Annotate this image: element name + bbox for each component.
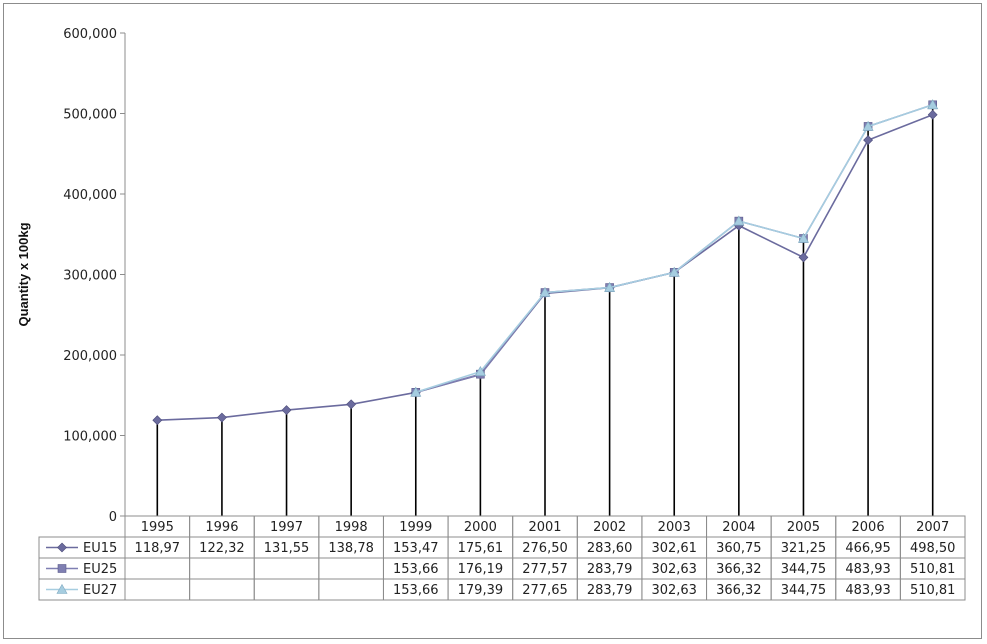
data-label: 277,65 — [522, 583, 568, 598]
y-tick-label: 0 — [109, 510, 117, 525]
data-label: 366,32 — [716, 562, 762, 577]
drop-lines — [156, 104, 934, 516]
data-point-eu27 — [862, 120, 874, 131]
table-value-cell — [189, 557, 255, 580]
data-point-eu15 — [152, 415, 163, 426]
data-label: 302,63 — [651, 583, 697, 598]
data-point-eu15 — [216, 412, 227, 423]
data-label: 179,39 — [458, 583, 504, 598]
legend-key-marker — [57, 564, 67, 573]
y-tick-label: 100,000 — [63, 430, 117, 445]
data-label: 344,75 — [781, 583, 827, 598]
series-lines — [152, 99, 939, 426]
data-label: 360,75 — [716, 541, 762, 556]
legend-key-marker — [57, 542, 67, 553]
x-category-label: 1996 — [205, 520, 238, 535]
data-label: 344,75 — [781, 562, 827, 577]
data-label: 466,95 — [845, 541, 891, 556]
data-label: 277,57 — [522, 562, 568, 577]
y-tick-label: 200,000 — [63, 349, 117, 364]
data-label: 283,79 — [587, 583, 633, 598]
data-label: 302,61 — [651, 541, 697, 556]
axes — [120, 32, 126, 517]
table-value-cell — [899, 578, 966, 601]
data-label: 283,79 — [587, 562, 633, 577]
table-value-cell — [253, 557, 320, 580]
legend-entry-eu25: EU25 — [83, 562, 117, 577]
data-point-eu27 — [927, 99, 939, 110]
y-tick-label: 400,000 — [63, 188, 117, 203]
data-label: 176,19 — [458, 562, 504, 577]
data-label: 510,81 — [910, 583, 956, 598]
data-label: 283,60 — [587, 541, 633, 556]
data-label: 131,55 — [264, 541, 310, 556]
x-category-label: 1999 — [399, 520, 432, 535]
y-tick-label: 300,000 — [63, 269, 117, 284]
x-category-label: 1997 — [270, 520, 303, 535]
y-tick-label: 600,000 — [63, 27, 117, 42]
legend-entry-eu27: EU27 — [83, 583, 117, 598]
table-value-cell — [318, 578, 384, 601]
data-label: 510,81 — [910, 562, 956, 577]
data-point-eu27 — [539, 286, 551, 297]
data-point-eu15 — [798, 252, 809, 263]
x-category-label: 2000 — [464, 520, 497, 535]
table-value-cell — [189, 578, 255, 601]
data-point-eu27 — [797, 232, 809, 243]
data-label: 153,47 — [393, 541, 439, 556]
data-label: 321,25 — [781, 541, 827, 556]
data-point-eu27 — [668, 266, 680, 277]
data-point-eu27 — [474, 365, 486, 376]
x-category-label: 2007 — [916, 520, 949, 535]
data-label: 175,61 — [458, 541, 504, 556]
x-category-label: 2004 — [722, 520, 755, 535]
y-tick-label: 500,000 — [63, 108, 117, 123]
series-eu27 — [410, 99, 939, 397]
table-value-cell — [124, 557, 191, 580]
data-label: 366,32 — [716, 583, 762, 598]
data-label: 498,50 — [910, 541, 956, 556]
x-category-label: 2001 — [528, 520, 561, 535]
data-point-eu15 — [863, 135, 874, 146]
x-category-label: 1995 — [141, 520, 174, 535]
data-label: 153,66 — [393, 562, 439, 577]
data-label: 276,50 — [522, 541, 568, 556]
x-category-label: 2006 — [852, 520, 885, 535]
data-point-eu27 — [410, 386, 422, 397]
data-label: 122,32 — [199, 541, 245, 556]
line-chart: 0 100,000 200,000 300,000 400,000 500,000 600,… — [16, 27, 966, 601]
data-label: 302,63 — [651, 562, 697, 577]
chart-frame: 0 100,000 200,000 300,000 400,000 500,000 600,… — [3, 3, 982, 639]
y-tick-labels: 0 100,000 200,000 300,000 400,000 500,000 600,… — [63, 27, 117, 525]
legend-entry-eu15: EU15 — [83, 541, 117, 556]
y-axis-label: Quantity x 100kg — [16, 222, 31, 326]
data-label: 483,93 — [845, 562, 891, 577]
data-point-eu27 — [604, 281, 616, 292]
x-category-label: 2002 — [593, 520, 626, 535]
data-point-eu15 — [346, 399, 357, 410]
data-point-eu15 — [281, 405, 292, 416]
legend-key-marker — [56, 583, 68, 594]
table-value-cell — [124, 578, 191, 601]
x-category-label: 1998 — [335, 520, 368, 535]
data-point-eu15 — [927, 109, 938, 120]
data-label: 118,97 — [135, 541, 181, 556]
table-value-cell — [318, 557, 384, 580]
x-category-label: 2005 — [787, 520, 820, 535]
x-category-label: 2003 — [658, 520, 691, 535]
data-table: 1995 1996 1997 1998 1999 2000 2001 2002 2003 2004… — [38, 515, 966, 601]
table-value-cell — [253, 578, 320, 601]
data-point-eu27 — [733, 215, 745, 226]
data-label: 138,78 — [328, 541, 374, 556]
data-label: 153,66 — [393, 583, 439, 598]
data-label: 483,93 — [845, 583, 891, 598]
